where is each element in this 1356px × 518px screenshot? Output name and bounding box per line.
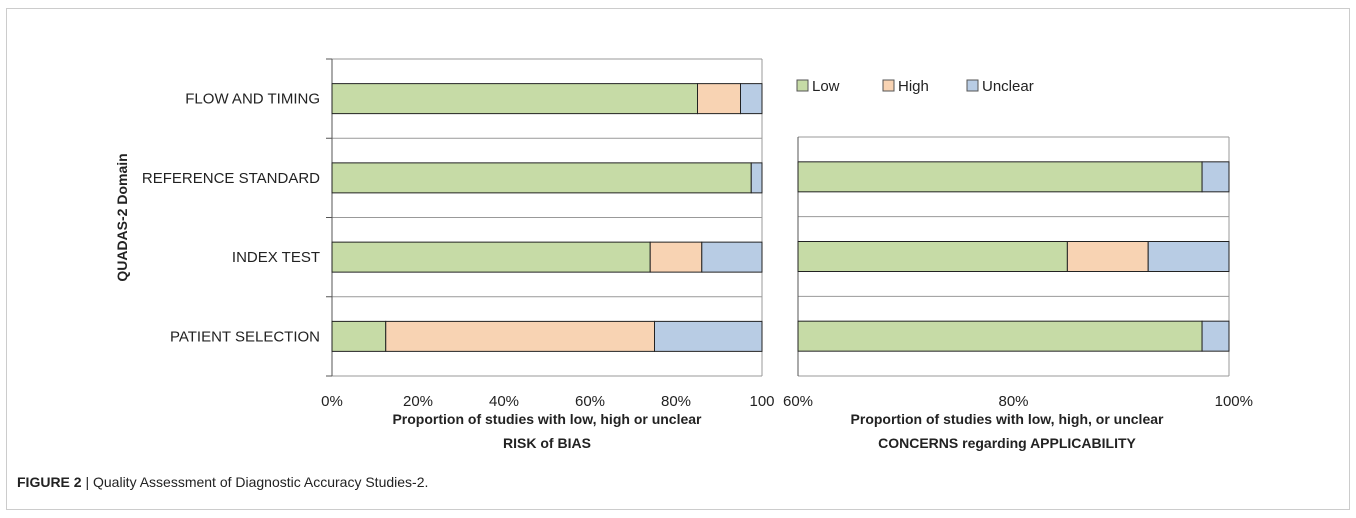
bar-segment — [740, 83, 763, 115]
bar-segment — [797, 241, 1068, 272]
figure-frame: FLOW AND TIMING REFERENCE STANDARD INDEX T… — [6, 8, 1350, 510]
bar-segment — [331, 320, 387, 352]
bar-segment — [385, 320, 655, 352]
figure-label: FIGURE 2 — [17, 474, 82, 490]
bar-segment — [331, 83, 698, 115]
x-tick-label: 20% — [403, 393, 433, 410]
x-tick-label: 80% — [661, 393, 691, 410]
bar-segment — [649, 241, 703, 273]
x-axis-label: Proportion of studies with low, high, or… — [851, 411, 1164, 427]
legend-swatch — [796, 79, 809, 92]
bar-segment — [1066, 241, 1149, 272]
y-axis-label: QUADAS-2 Domain — [114, 153, 130, 281]
category-label: INDEX TEST — [232, 249, 320, 266]
chart-area: FLOW AND TIMING REFERENCE STANDARD INDEX T… — [114, 58, 1253, 451]
legend-swatch — [966, 79, 979, 92]
x-tick-label: 80% — [998, 393, 1028, 410]
legend-swatch — [882, 79, 895, 92]
bar-segment — [331, 162, 752, 194]
bar-segment — [1147, 241, 1230, 272]
x-tick-label: 60% — [575, 393, 605, 410]
category-label: FLOW AND TIMING — [185, 91, 320, 108]
figure-caption: FIGURE 2 | Quality Assessment of Diagnos… — [17, 474, 428, 490]
legend-label: High — [898, 78, 929, 95]
bar-segment — [697, 83, 741, 115]
x-axis-label: Proportion of studies with low, high or … — [392, 411, 702, 427]
caption-text: Quality Assessment of Diagnostic Accurac… — [93, 474, 429, 490]
legend-label: Low — [812, 78, 840, 95]
category-label: PATIENT SELECTION — [170, 328, 320, 345]
bar-segment — [654, 320, 763, 352]
legend-label: Unclear — [982, 78, 1034, 95]
x-tick-label: 0% — [321, 393, 343, 410]
caption-separator: | — [81, 474, 93, 490]
bar-segment — [1201, 161, 1230, 193]
x-axis-label: RISK of BIAS — [503, 435, 591, 451]
bar-segment — [797, 161, 1203, 193]
bar-segment — [750, 162, 763, 194]
x-tick-label: 60% — [783, 393, 813, 410]
bar-segment — [797, 320, 1203, 352]
x-tick-label: 100 — [749, 393, 774, 410]
bar-segment — [701, 241, 763, 273]
x-tick-label: 40% — [489, 393, 519, 410]
bar-segment — [331, 241, 651, 273]
bar-segment — [1201, 320, 1230, 352]
x-tick-label: 100% — [1215, 393, 1253, 410]
x-axis-label: CONCERNS regarding APPLICABILITY — [878, 435, 1136, 451]
category-label: REFERENCE STANDARD — [142, 170, 320, 187]
